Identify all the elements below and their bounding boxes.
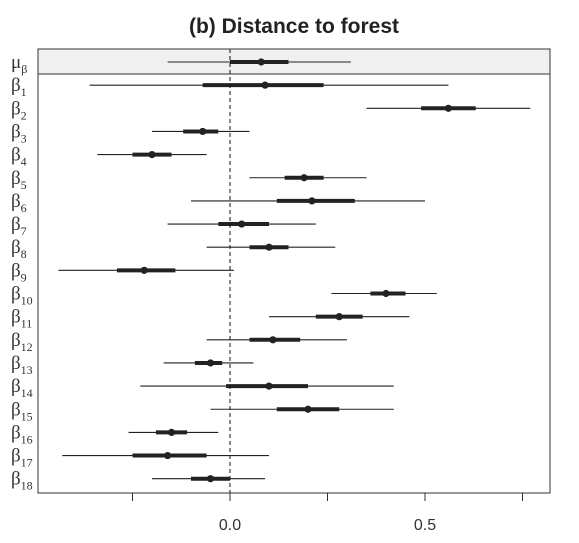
median-point — [206, 475, 215, 483]
median-point — [269, 336, 277, 344]
median-point — [199, 127, 207, 136]
row-β16 — [128, 428, 219, 436]
median-point — [265, 382, 273, 390]
row-label: β16 — [11, 422, 33, 446]
row-β1 — [89, 81, 449, 89]
row-label: β5 — [11, 168, 27, 192]
median-point — [335, 313, 343, 321]
row-β5 — [249, 174, 367, 182]
row-β9 — [58, 266, 234, 274]
row-label: β11 — [11, 307, 32, 331]
row-label: β12 — [11, 330, 33, 354]
median-point — [257, 58, 265, 66]
row-label: β13 — [11, 353, 33, 377]
median-point — [167, 428, 176, 436]
row-β2 — [366, 104, 531, 112]
row-label: β2 — [11, 98, 27, 122]
row-β3 — [152, 127, 250, 136]
row-label: β17 — [11, 446, 33, 470]
median-point — [382, 289, 390, 298]
row-β10 — [331, 289, 437, 298]
row-label: β1 — [11, 75, 27, 99]
row-label: β8 — [11, 237, 27, 261]
row-β6 — [191, 197, 425, 205]
row-μβ — [167, 58, 351, 66]
row-label: β3 — [11, 121, 27, 145]
row-label: μβ — [11, 52, 27, 76]
row-β17 — [62, 451, 269, 460]
median-point — [300, 174, 308, 182]
row-label: β14 — [11, 376, 33, 400]
median-point — [238, 220, 246, 228]
row-label: β18 — [11, 469, 33, 493]
row-label: β7 — [11, 214, 27, 238]
median-point — [304, 405, 312, 413]
row-β12 — [206, 336, 347, 344]
median-point — [140, 266, 148, 274]
y-axis-labels: μββ1β2β3β4β5β6β7β8β9β10β11β12β13β14β15β1… — [11, 52, 33, 493]
row-β8 — [206, 243, 336, 251]
median-point — [261, 81, 269, 89]
row-label: β15 — [11, 399, 33, 423]
row-β4 — [97, 151, 207, 159]
median-point — [265, 243, 273, 251]
x-tick-label: 0.0 — [219, 517, 241, 534]
forest-rows — [58, 58, 531, 483]
median-point — [164, 451, 172, 460]
median-point — [444, 104, 452, 112]
row-label: β6 — [11, 191, 27, 215]
row-β15 — [210, 405, 394, 413]
row-label: β9 — [11, 260, 27, 284]
row-label: β4 — [11, 145, 27, 169]
x-axis: 0.0 0.5 — [132, 493, 523, 534]
chart-title: (b) Distance to forest — [189, 15, 399, 38]
row-β13 — [163, 359, 254, 367]
plot-frame — [37, 48, 551, 494]
row-β18 — [152, 475, 266, 483]
row-β14 — [140, 382, 394, 390]
row-β7 — [167, 220, 316, 228]
row-β11 — [269, 313, 410, 321]
median-point — [148, 151, 156, 159]
x-tick-label: 0.5 — [414, 517, 436, 534]
median-point — [308, 197, 316, 205]
row-label: β10 — [11, 284, 33, 308]
median-point — [206, 359, 215, 367]
